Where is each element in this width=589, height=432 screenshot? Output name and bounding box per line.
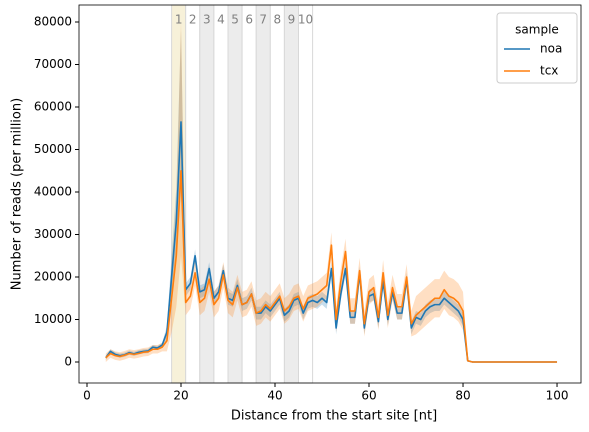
region	[269, 4, 285, 384]
y-tick-label: 0	[64, 355, 72, 369]
y-tick-label: 30000	[34, 227, 72, 241]
series-line	[105, 169, 558, 363]
region-label: 1	[175, 13, 183, 27]
y-tick-label: 50000	[34, 142, 72, 156]
region	[199, 4, 215, 384]
y-tick-label: 40000	[34, 185, 72, 199]
region	[227, 4, 243, 384]
region	[213, 4, 229, 384]
line-layer	[105, 121, 558, 363]
confidence-band	[105, 22, 558, 363]
region-label: 5	[231, 13, 239, 27]
legend-label: tcx	[540, 64, 558, 78]
plot-frame	[78, 4, 582, 384]
x-tick-label: 100	[546, 389, 569, 403]
y-tick-label: 80000	[34, 15, 72, 29]
region	[283, 4, 300, 384]
region-label: 4	[217, 13, 225, 27]
region-label: 8	[274, 13, 282, 27]
region-layer: 1 2 3 4 5 6 7 8 9 10	[171, 4, 314, 384]
legend-label: noa	[540, 42, 562, 56]
legend: sample noa tcx	[496, 12, 578, 84]
region	[255, 4, 271, 384]
legend-box	[496, 12, 578, 84]
x-tick-label: 0	[83, 389, 91, 403]
y-tick-label: 10000	[34, 312, 72, 326]
x-axis-label: Distance from the start site [nt]	[231, 409, 437, 424]
y-tick-label: 70000	[34, 57, 72, 71]
band-layer	[105, 22, 558, 363]
region	[185, 4, 201, 384]
region-label: 9	[288, 13, 296, 27]
region-label: 10	[298, 13, 313, 27]
region-label: 6	[245, 13, 253, 27]
region-label: 3	[203, 13, 211, 27]
legend-title: sample	[515, 23, 559, 37]
region	[241, 4, 257, 384]
x-tick-label: 60	[361, 389, 376, 403]
region-label: 2	[189, 13, 197, 27]
x-tick-label: 80	[455, 389, 470, 403]
x-tick-label: 20	[173, 389, 188, 403]
x-tick-label: 40	[267, 389, 282, 403]
y-tick-label: 60000	[34, 100, 72, 114]
y-axis-label: Number of reads (per million)	[10, 98, 25, 290]
y-tick-label: 20000	[34, 270, 72, 284]
region-label: 7	[259, 13, 267, 27]
region	[298, 4, 314, 384]
